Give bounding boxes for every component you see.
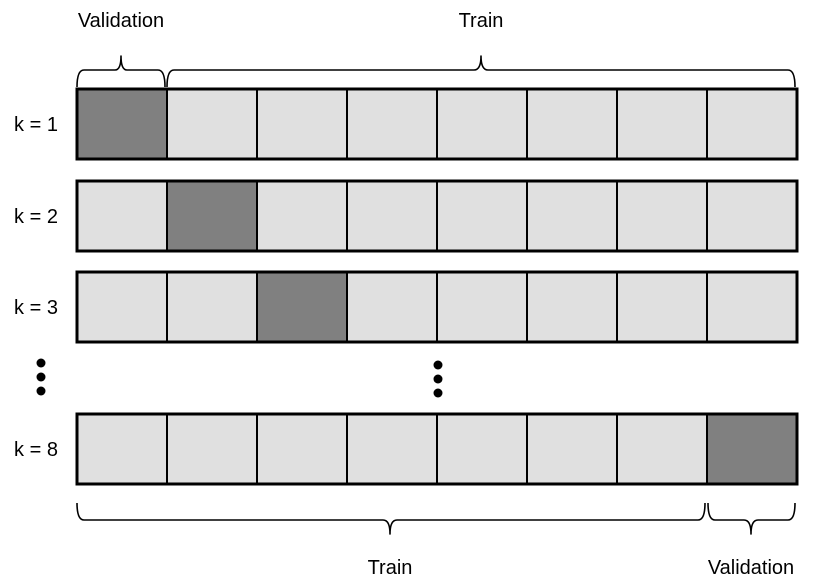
train-segment (706, 271, 798, 343)
train-segment (526, 271, 618, 343)
train-segment (526, 413, 618, 485)
ellipsis-center-dot-2 (433, 374, 443, 384)
train-segment (706, 180, 798, 252)
train-segment (526, 180, 618, 252)
train-segment (346, 271, 438, 343)
validation-segment (256, 271, 348, 343)
train-segment (166, 413, 258, 485)
ellipsis-left-dot-3 (36, 386, 46, 396)
fold-label: k = 2 (14, 206, 58, 228)
validation-segment (76, 88, 168, 160)
ellipsis-left-dot-2 (36, 372, 46, 382)
train-segment (346, 88, 438, 160)
fold-row-frame (75, 270, 799, 344)
train-segment (166, 88, 258, 160)
bottom-validation-label: Validation (708, 557, 794, 579)
validation-segment (166, 180, 258, 252)
train-segment (616, 88, 708, 160)
bottom-train-brace (76, 502, 706, 535)
train-segment (76, 271, 168, 343)
bottom-validation-brace (707, 502, 796, 535)
top-validation-brace (76, 55, 166, 88)
top-validation-label: Validation (78, 10, 164, 32)
train-segment (256, 413, 348, 485)
train-segment (76, 180, 168, 252)
fold-row-frame (75, 179, 799, 253)
ellipsis-left (36, 358, 46, 396)
train-segment (166, 271, 258, 343)
train-segment (256, 88, 348, 160)
train-segment (256, 180, 348, 252)
fold-row-frame (75, 87, 799, 161)
validation-segment (706, 413, 798, 485)
fold-label: k = 1 (14, 114, 58, 136)
ellipsis-center-dot-3 (433, 388, 443, 398)
train-segment (436, 271, 528, 343)
train-segment (526, 88, 618, 160)
train-segment (616, 271, 708, 343)
train-segment (436, 88, 528, 160)
train-segment (436, 180, 528, 252)
fold-row: k = 3 (14, 270, 799, 344)
fold-row: k = 8 (14, 412, 799, 486)
fold-rows: k = 1 k = 2 k = 3 k = 8 (14, 87, 799, 486)
train-segment (436, 413, 528, 485)
ellipsis-center-dot-1 (433, 360, 443, 370)
train-segment (346, 413, 438, 485)
top-train-brace (166, 55, 796, 88)
train-segment (346, 180, 438, 252)
train-segment (706, 88, 798, 160)
top-train-label: Train (459, 10, 504, 32)
fold-row-frame (75, 412, 799, 486)
ellipsis-center (433, 360, 443, 398)
fold-label: k = 8 (14, 439, 58, 461)
bottom-train-label: Train (368, 557, 413, 579)
fold-row: k = 2 (14, 179, 799, 253)
fold-label: k = 3 (14, 297, 58, 319)
ellipsis-left-dot-1 (36, 358, 46, 368)
fold-row: k = 1 (14, 87, 799, 161)
train-segment (616, 413, 708, 485)
train-segment (76, 413, 168, 485)
train-segment (616, 180, 708, 252)
